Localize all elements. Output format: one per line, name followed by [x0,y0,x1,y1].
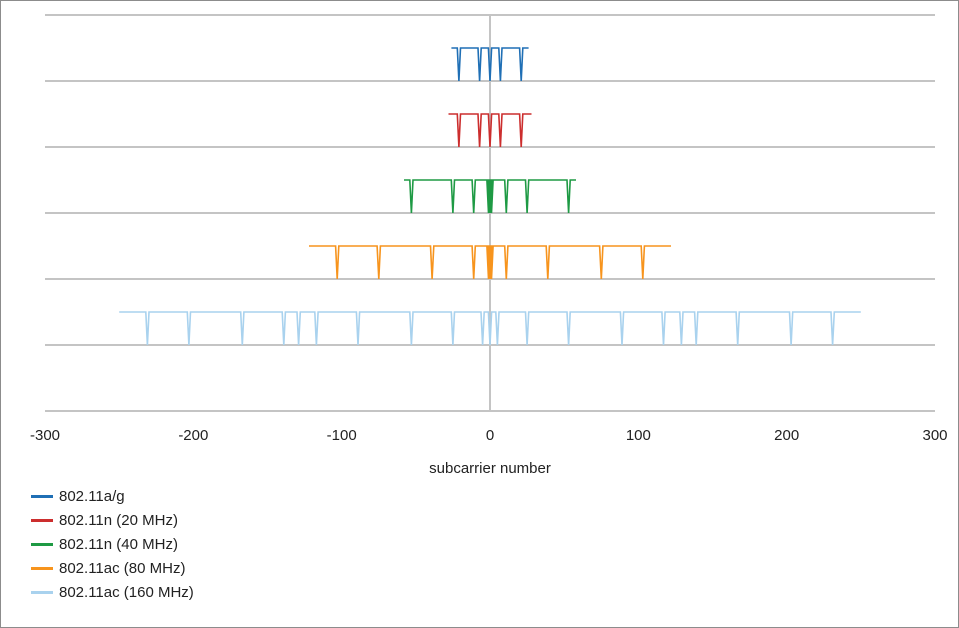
series-line-3 [309,245,671,280]
legend-item: 802.11ac (160 MHz) [31,580,194,604]
series-line-1 [448,113,532,148]
legend-item: 802.11a/g [31,484,194,508]
legend-label: 802.11ac (80 MHz) [59,559,186,577]
legend-swatch [31,590,53,594]
x-tick-label: 300 [922,427,947,444]
x-tick-label: 100 [626,427,651,444]
legend-item: 802.11ac (80 MHz) [31,556,194,580]
legend-item: 802.11n (40 MHz) [31,532,194,556]
legend-label: 802.11n (20 MHz) [59,511,178,529]
legend-swatch [31,518,53,522]
legend-label: 802.11n (40 MHz) [59,535,178,553]
legend-swatch [31,542,53,546]
legend-label: 802.11a/g [59,487,125,505]
x-tick-label: 200 [774,427,799,444]
x-axis-title: subcarrier number [429,460,551,477]
legend-label: 802.11ac (160 MHz) [59,583,194,601]
series-line-2 [404,179,576,214]
series-line-4 [119,311,861,346]
x-tick-label: -100 [327,427,357,444]
chart-legend: 802.11a/g 802.11n (20 MHz) 802.11n (40 MHz… [31,484,194,604]
legend-item: 802.11n (20 MHz) [31,508,194,532]
x-tick-label: -200 [178,427,208,444]
x-tick-label: -300 [30,427,60,444]
legend-swatch [31,494,53,498]
legend-swatch [31,566,53,570]
x-tick-label: 0 [486,427,494,444]
series-line-0 [451,47,529,82]
